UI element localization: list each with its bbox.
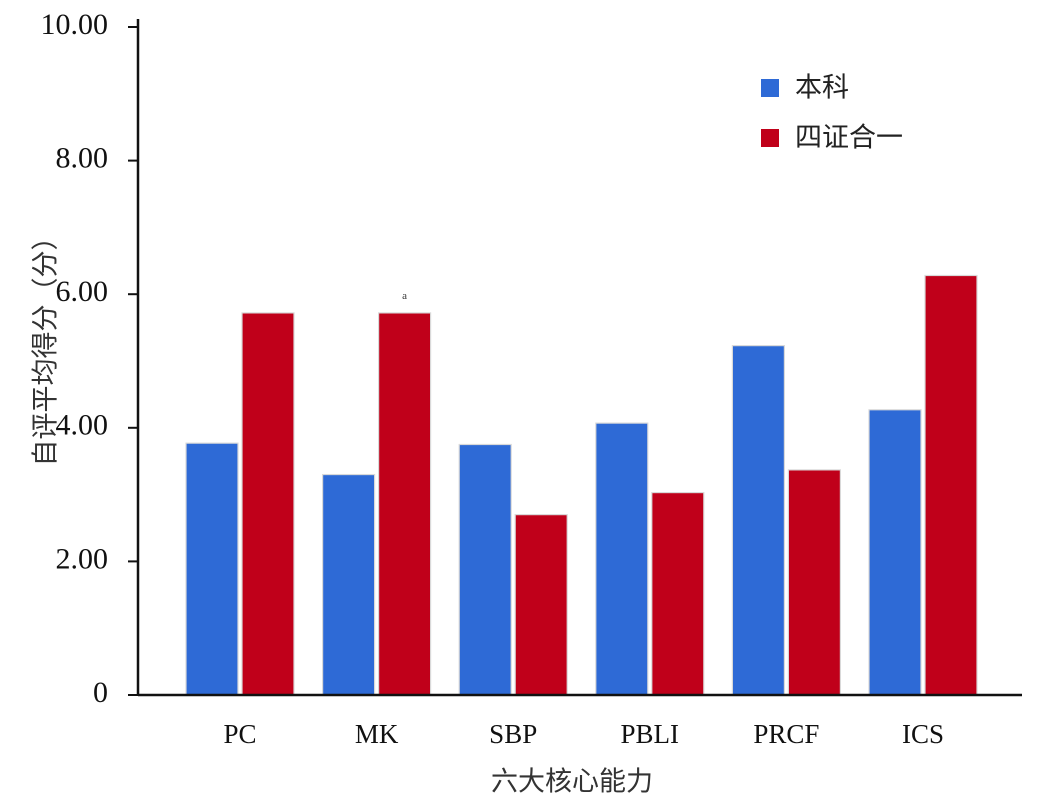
legend: 本科 四证合一: [761, 73, 903, 154]
x-axis-title: 六大核心能力: [491, 767, 653, 798]
legend-swatch-benke: [761, 79, 779, 97]
bar-ics-series-1: [924, 274, 978, 696]
x-tick-label: ICS: [902, 719, 944, 749]
annotation-layer: a: [402, 290, 407, 302]
bar-prcf-series-0: [731, 345, 786, 696]
legend-label-benke: 本科: [795, 73, 849, 104]
x-tick-label: PRCF: [753, 719, 819, 749]
x-tick-label: MK: [355, 719, 399, 749]
y-axis-title: 自评平均得分（分）: [31, 224, 62, 467]
y-tick-label: 2.00: [56, 542, 109, 575]
bar-pc-series-1: [241, 312, 295, 696]
bar-sbp-series-1: [514, 514, 568, 696]
bar-mk-series-1: [378, 312, 432, 696]
y-axis: 0 2.00 4.00 6.00 8.00 10.00: [41, 8, 140, 709]
bar-prcf-series-1: [787, 469, 842, 696]
bar-ics-series-0: [868, 409, 922, 696]
y-tick-label: 6.00: [56, 275, 109, 308]
legend-label-sizhengheyi: 四证合一: [795, 123, 903, 154]
bar-pbli-series-1: [651, 491, 705, 696]
x-tick-label: PBLI: [621, 719, 680, 749]
y-tick-label: 8.00: [56, 141, 109, 174]
y-tick-label: 10.00: [41, 8, 109, 41]
x-tick-label: SBP: [489, 719, 537, 749]
bars-layer: [185, 274, 978, 696]
x-tick-label: PC: [223, 719, 256, 749]
bar-mk-series-0: [322, 473, 376, 696]
annotation-label: a: [402, 290, 407, 302]
bar-pc-series-0: [185, 442, 239, 696]
y-tick-label: 4.00: [56, 409, 109, 442]
bar-pbli-series-0: [595, 422, 649, 696]
bar-sbp-series-0: [458, 443, 512, 696]
legend-swatch-sizhengheyi: [761, 129, 779, 147]
y-tick-label: 0: [93, 676, 108, 709]
x-axis: PC MK SBP PBLI PRCF ICS: [138, 693, 1022, 749]
